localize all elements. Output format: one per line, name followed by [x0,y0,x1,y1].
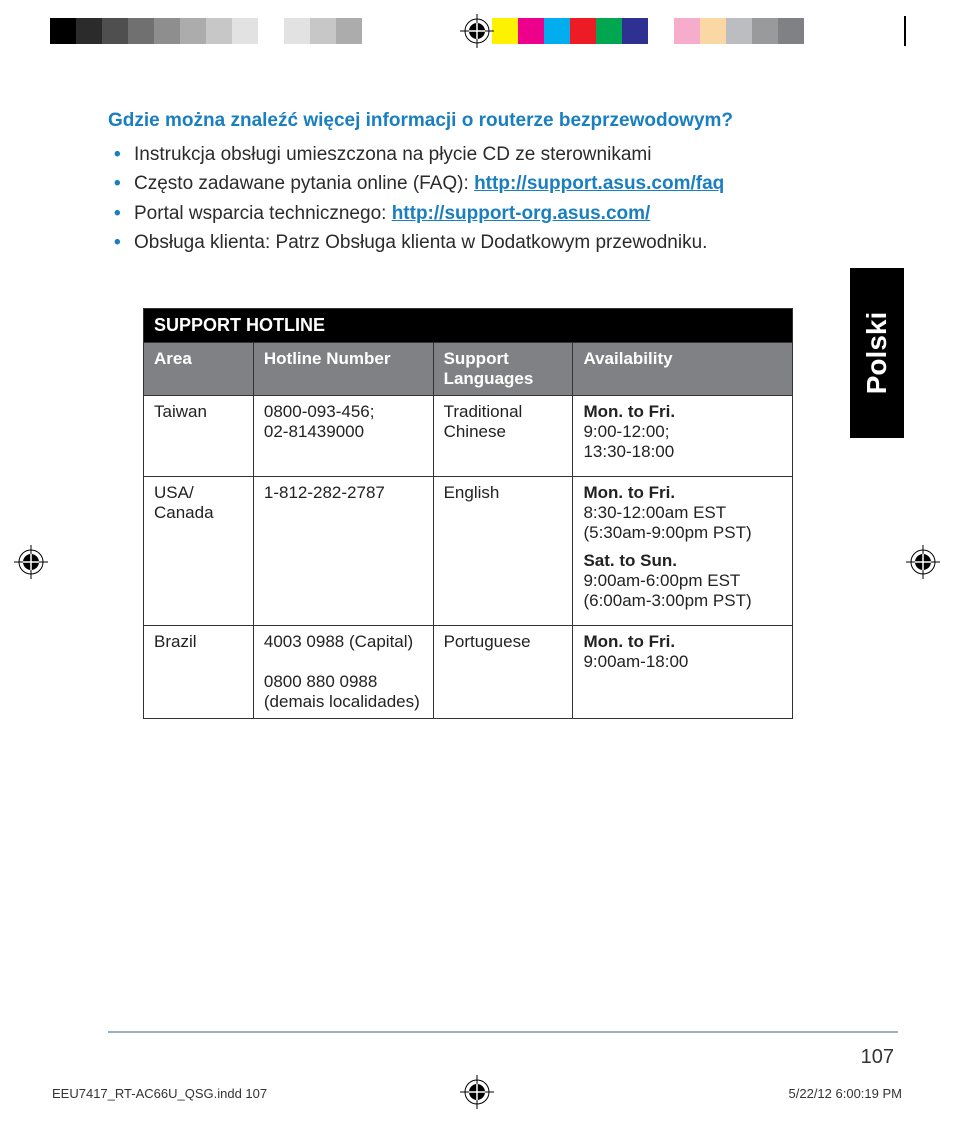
cell-language: English [433,476,573,625]
cell-hotline: 4003 0988 (Capital) 0800 880 0988 (demai… [253,625,433,718]
color-swatch [154,18,180,44]
cell-language: Traditional Chinese [433,395,573,476]
registration-mark-icon [460,14,494,48]
availability-head: Sat. to Sun. [583,551,677,570]
cell-language: Portuguese [433,625,573,718]
table-title: SUPPORT HOTLINE [144,308,793,342]
color-swatch [518,18,544,44]
table-row: USA/ Canada1-812-282-2787EnglishMon. to … [144,476,793,625]
footer-rule [108,1031,898,1033]
color-swatch [310,18,336,44]
availability-head: Mon. to Fri. [583,632,675,651]
availability-line: 13:30-18:00 [583,442,782,462]
color-swatch [544,18,570,44]
colorbar-end-tick [904,16,906,46]
slug-filename: EEU7417_RT-AC66U_QSG.indd 107 [52,1086,267,1101]
table-column-header: Support Languages [433,342,573,395]
cell-area: Taiwan [144,395,254,476]
list-item: Portal wsparcia technicznego: http://sup… [134,199,898,228]
color-swatch [726,18,752,44]
cell-availability: Mon. to Fri.9:00-12:00;13:30-18:00 [573,395,793,476]
color-swatch [258,18,284,44]
support-link[interactable]: http://support-org.asus.com/ [392,203,651,224]
table-column-header: Hotline Number [253,342,433,395]
registration-mark-icon [906,545,940,579]
cell-area: Brazil [144,625,254,718]
table-row: Taiwan0800-093-456; 02-81439000Tradition… [144,395,793,476]
availability-line: 8:30-12:00am EST [583,503,782,523]
table-column-header: Area [144,342,254,395]
list-item: Obsługa klienta: Patrz Obsługa klienta w… [134,228,898,257]
color-swatch [804,18,830,44]
color-swatch [700,18,726,44]
availability-line: 9:00am-6:00pm EST [583,571,782,591]
table-row: Brazil4003 0988 (Capital) 0800 880 0988 … [144,625,793,718]
color-swatch [570,18,596,44]
registration-mark-icon [460,1075,494,1109]
color-swatch [336,18,362,44]
cell-availability: Mon. to Fri.8:30-12:00am EST(5:30am-9:00… [573,476,793,625]
availability-line: 9:00am-18:00 [583,652,782,672]
language-tab-label: Polski [861,312,893,394]
color-swatch [232,18,258,44]
color-swatch [492,18,518,44]
registration-mark-icon [14,545,48,579]
color-swatch [102,18,128,44]
cell-availability: Mon. to Fri.9:00am-18:00 [573,625,793,718]
list-item: Często zadawane pytania online (FAQ): ht… [134,169,898,198]
cell-hotline: 0800-093-456; 02-81439000 [253,395,433,476]
availability-head: Mon. to Fri. [583,402,675,421]
page-number: 107 [861,1046,894,1069]
availability-line: (5:30am-9:00pm PST) [583,523,782,543]
color-swatch [50,18,76,44]
list-item-text: Obsługa klienta: Patrz Obsługa klienta w… [134,232,707,253]
page-content: Gdzie można znaleźć więcej informacji o … [108,110,898,719]
support-hotline-table: SUPPORT HOTLINE AreaHotline NumberSuppor… [143,308,793,719]
color-swatch [752,18,778,44]
color-swatch [674,18,700,44]
availability-head: Mon. to Fri. [583,483,675,502]
slug-timestamp: 5/22/12 6:00:19 PM [789,1086,902,1101]
color-swatch [128,18,154,44]
section-heading: Gdzie można znaleźć więcej informacji o … [108,110,898,132]
list-item: Instrukcja obsługi umieszczona na płycie… [134,140,898,169]
color-swatch [622,18,648,44]
list-item-text: Często zadawane pytania online (FAQ): [134,173,474,194]
color-swatch [284,18,310,44]
availability-line: 9:00-12:00; [583,422,782,442]
color-swatch [778,18,804,44]
cell-hotline: 1-812-282-2787 [253,476,433,625]
color-swatch [180,18,206,44]
color-swatch [76,18,102,44]
table-column-header: Availability [573,342,793,395]
color-swatch [596,18,622,44]
list-item-text: Portal wsparcia technicznego: [134,203,392,224]
color-swatch [648,18,674,44]
color-swatch [362,18,414,44]
list-item-text: Instrukcja obsługi umieszczona na płycie… [134,144,651,165]
support-link[interactable]: http://support.asus.com/faq [474,173,724,194]
cell-area: USA/ Canada [144,476,254,625]
color-swatch [206,18,232,44]
availability-line: (6:00am-3:00pm PST) [583,591,782,611]
language-tab: Polski [850,268,904,438]
info-list: Instrukcja obsługi umieszczona na płycie… [108,140,898,258]
